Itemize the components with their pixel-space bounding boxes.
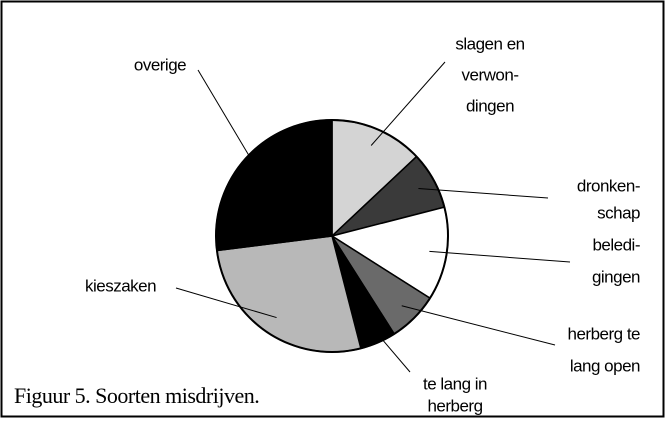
slice-label: dronken- — [577, 176, 640, 195]
slice-label: schap — [597, 203, 640, 222]
leader-line — [370, 326, 411, 373]
pie — [215, 119, 449, 353]
slice-label: lang open — [570, 356, 640, 375]
leader-line — [418, 188, 549, 199]
slice-label: dingen — [466, 96, 514, 115]
slice-label: beledi- — [592, 235, 640, 254]
pie-outline — [215, 119, 449, 353]
leader-line — [401, 305, 556, 346]
slice-label: gingen — [592, 267, 640, 286]
leader-line — [175, 287, 277, 319]
slice-label: slagen en — [455, 34, 524, 53]
leader-line — [429, 250, 571, 263]
leader-line — [197, 69, 259, 172]
slice-label: te lang in — [423, 374, 487, 393]
chart-title: Figuur 5. Soorten misdrijven. — [14, 383, 259, 408]
slice-label: verwon- — [462, 65, 519, 84]
slice-label: overige — [134, 55, 186, 74]
slice-label: kieszaken — [85, 276, 156, 295]
slice-label: herberg te — [568, 324, 641, 343]
slice-label: herberg — [427, 396, 482, 415]
